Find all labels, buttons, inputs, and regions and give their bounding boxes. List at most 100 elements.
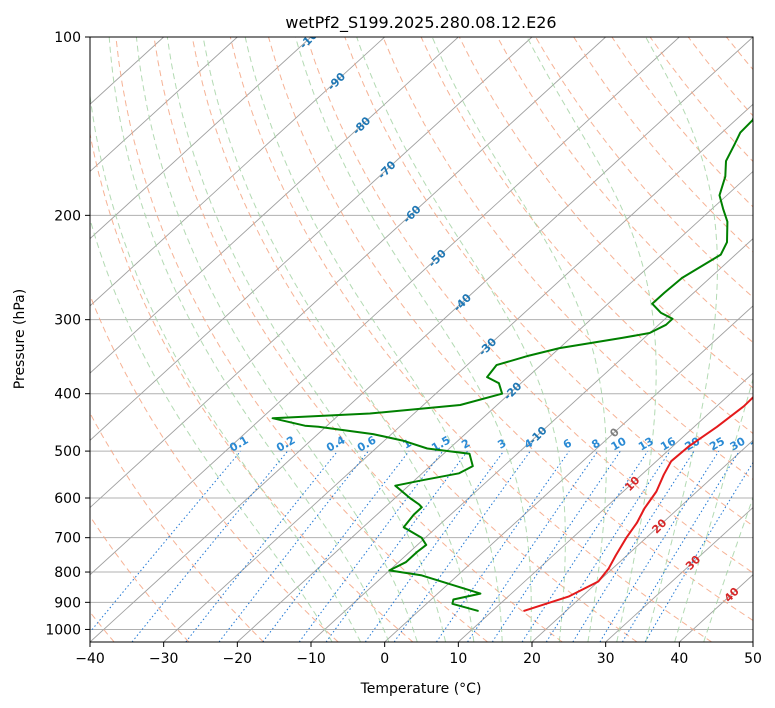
mixing-ratio-line — [262, 450, 410, 642]
isotherm-line — [90, 37, 680, 576]
mixing-ratio-line — [545, 450, 671, 642]
dry-adiabat-line — [382, 37, 753, 481]
y-tick-label: 400 — [54, 387, 81, 403]
dry-adiabat-line — [229, 37, 712, 642]
isotherm-line — [384, 305, 753, 642]
x-tick-label: 0 — [380, 651, 389, 667]
moist-adiabat-line — [108, 37, 390, 642]
y-axis-ticks: 100 200 300 400 500 600 700 800 900 1000 — [45, 30, 90, 638]
x-tick-label: −20 — [223, 651, 253, 667]
mixing-ratio-line — [572, 450, 695, 642]
mixing-ratio-line — [467, 450, 599, 642]
mixing-ratio-line — [90, 450, 242, 633]
y-axis-label: Pressure (hPa) — [12, 289, 28, 389]
moist-adiabat-line — [674, 377, 753, 642]
mixing-ratio-label: 2 — [459, 437, 472, 452]
isotherm-line — [237, 170, 753, 642]
y-tick-label: 600 — [54, 491, 81, 507]
dry-adiabat-line — [90, 412, 264, 642]
moist-adiabat-line — [645, 37, 718, 642]
mixing-ratio-line — [521, 450, 649, 642]
dry-adiabat-line — [344, 37, 753, 527]
y-tick-label: 500 — [54, 444, 81, 460]
moist-adiabat-line — [135, 37, 418, 642]
mixing-ratio-line — [185, 450, 338, 642]
isotherm-line — [163, 103, 753, 642]
x-tick-label: −30 — [149, 651, 179, 667]
dry-adiabat-line — [611, 37, 753, 208]
x-axis-ticks: −40 −30 −20 −10 0 10 20 30 40 50 — [75, 642, 762, 667]
background-line-labels: 0.1 0.2 0.4 0.6 1 1.5 2 3 4 6 8 10 13 16 20 25 30 36-100-… — [227, 37, 768, 605]
plot-area: 0.1 0.2 0.4 0.6 1 1.5 2 3 4 6 8 10 13 16 20 25 30 36-100-… — [90, 37, 775, 642]
moist-adiabat-line — [703, 496, 753, 642]
dry-adiabat-line — [115, 37, 488, 642]
moist-adiabat-line — [356, 37, 566, 642]
mixing-ratio-line — [131, 450, 288, 642]
mixing-ratio-line — [491, 450, 621, 642]
moist-adiabat-line — [166, 37, 447, 642]
mixing-ratio-line — [325, 450, 468, 642]
dry-adiabat-line — [90, 515, 190, 642]
mixing-ratio-label: 8 — [589, 437, 602, 452]
x-axis-label: Temperature (°C) — [360, 681, 482, 697]
isotherm-line — [90, 37, 312, 240]
isotherm-line — [531, 439, 753, 642]
moist-adiabat-line — [431, 37, 607, 642]
mixing-ratio-line — [364, 450, 505, 642]
isotherm-line — [90, 37, 385, 307]
x-tick-label: 20 — [523, 651, 541, 667]
moist-adiabat-line — [90, 91, 362, 642]
isotherm-line — [90, 37, 238, 173]
x-tick-label: −40 — [75, 651, 105, 667]
y-tick-label: 900 — [54, 595, 81, 611]
mixing-ratio-line — [621, 450, 740, 642]
dry-adiabat-line — [90, 131, 414, 642]
moist-adiabat-line — [295, 37, 532, 642]
isotherm-line — [90, 37, 459, 374]
x-tick-label: −10 — [296, 651, 326, 667]
mixing-ratio-label: 6 — [561, 436, 574, 451]
dry-adiabat-line — [496, 37, 753, 344]
x-tick-label: 30 — [597, 651, 615, 667]
dry-adiabat-line — [268, 37, 753, 622]
isotherm-line — [310, 238, 753, 642]
x-tick-label: 50 — [744, 651, 762, 667]
isotherm-line — [90, 37, 606, 509]
y-tick-label: 1000 — [45, 622, 81, 638]
y-tick-label: 100 — [54, 30, 81, 46]
y-tick-label: 300 — [54, 313, 81, 329]
dry-adiabat-line — [687, 37, 753, 117]
mixing-ratio-line — [298, 450, 444, 642]
y-tick-label: 700 — [54, 531, 81, 547]
y-tick-label: 800 — [54, 565, 81, 581]
isotherm-line — [90, 37, 753, 642]
plot-frame — [89, 36, 754, 643]
dry-adiabat-line — [306, 37, 753, 574]
x-tick-label: 40 — [670, 651, 688, 667]
dry-adiabat-line — [726, 37, 753, 71]
isotherm-lines — [90, 37, 753, 642]
isotherm-line — [90, 37, 533, 441]
mixing-ratio-line — [393, 450, 531, 642]
mixing-ratio-line — [599, 450, 720, 642]
dry-adiabat-line — [420, 37, 753, 435]
mixing-ratio-label: 36 — [748, 434, 768, 453]
profile-series — [271, 115, 753, 612]
chart-title: wetPf2_S199.2025.280.08.12.E26 — [285, 13, 556, 33]
mixing-ratio-line — [435, 450, 570, 642]
moist-adiabat-line — [90, 217, 333, 642]
temperature-profile-line — [523, 396, 753, 612]
x-tick-label: 10 — [449, 651, 467, 667]
dry-adiabat-line — [191, 37, 638, 642]
isotherm-line — [605, 506, 753, 642]
dry-adiabat-line — [535, 37, 753, 298]
dewpoint-profile-line — [271, 115, 753, 612]
dry-adiabat-line — [153, 37, 563, 642]
isotherm-line — [752, 641, 753, 642]
isotherm-line — [458, 372, 753, 642]
y-tick-label: 200 — [54, 208, 81, 224]
dry-adiabat-line — [765, 37, 775, 642]
mixing-ratio-lines — [90, 450, 753, 642]
moist-adiabat-line — [244, 37, 503, 642]
